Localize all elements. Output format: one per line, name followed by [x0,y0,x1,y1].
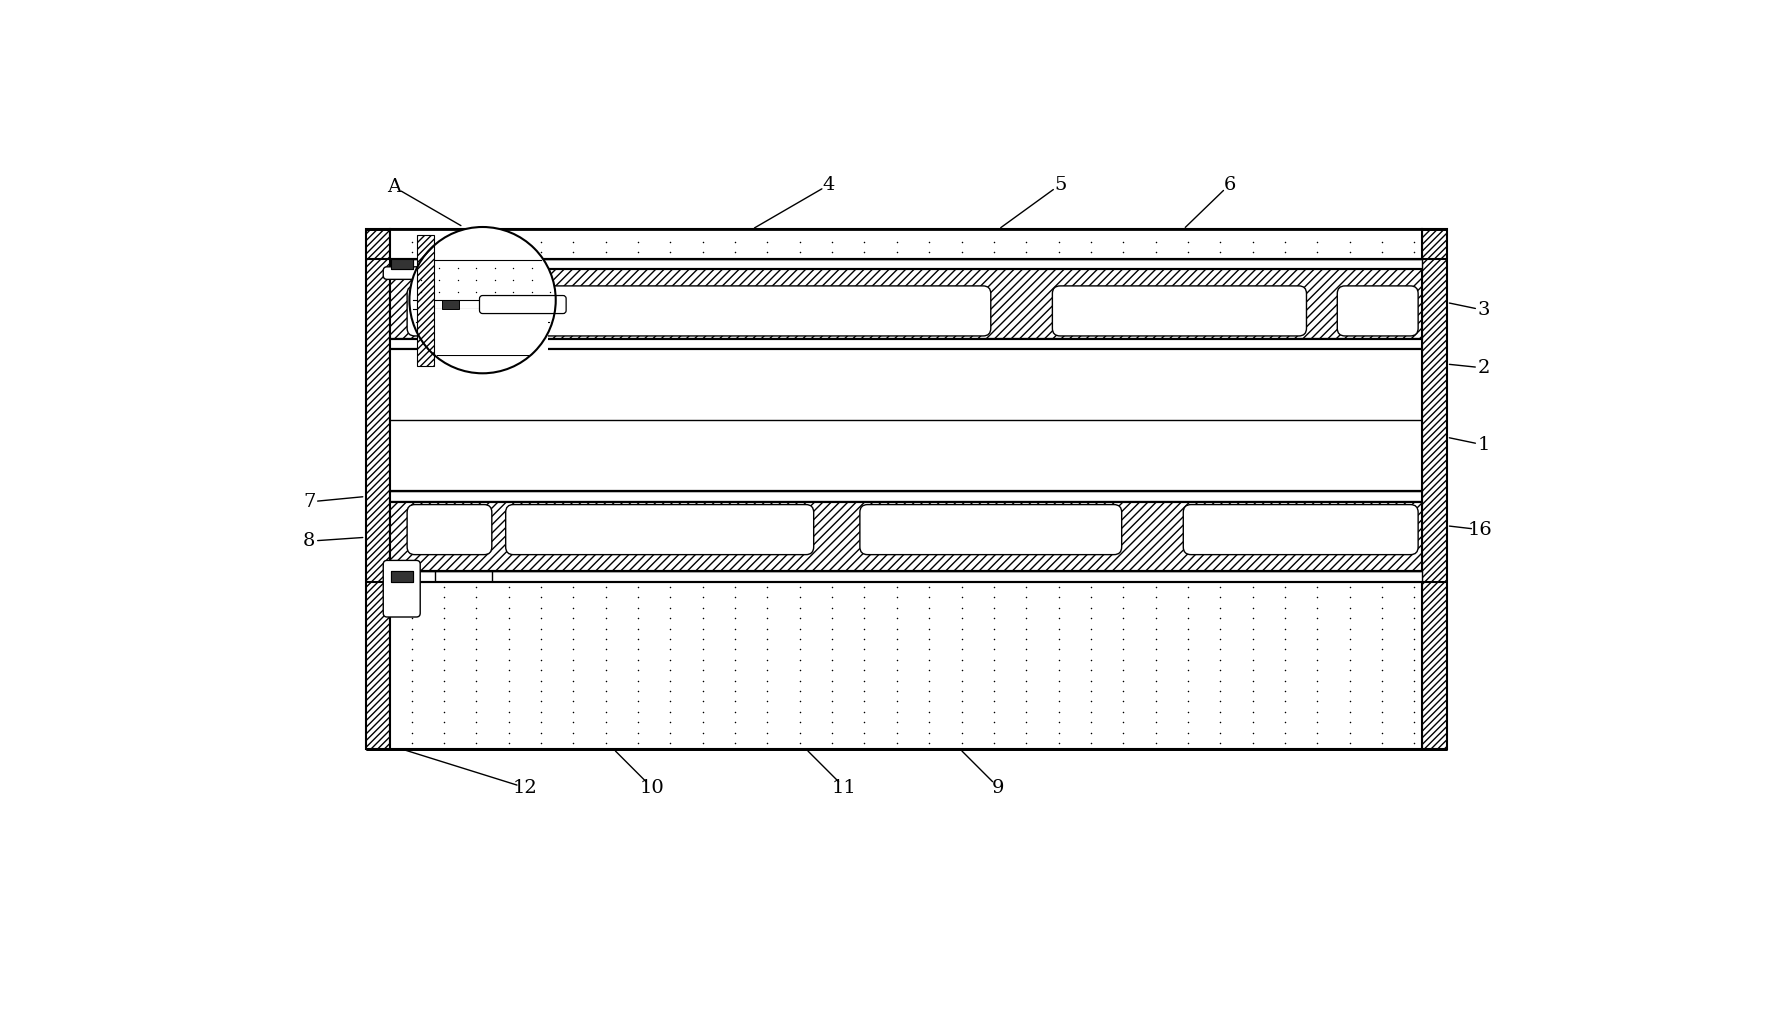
FancyBboxPatch shape [505,504,814,554]
Text: 12: 12 [513,779,538,797]
Bar [391,350,1423,420]
Bar [391,420,1423,491]
Bar [391,572,412,582]
Bar [391,572,412,582]
Text: 9: 9 [993,779,1005,797]
Bar [391,491,1423,502]
Bar [391,259,412,269]
FancyBboxPatch shape [383,560,419,618]
Bar [391,259,412,269]
Bar [391,259,1423,269]
FancyBboxPatch shape [505,286,991,336]
FancyBboxPatch shape [407,504,491,554]
Bar [391,502,1423,572]
Text: 5: 5 [1054,175,1066,194]
Bar [1423,229,1446,749]
FancyBboxPatch shape [860,504,1122,554]
Text: 7: 7 [303,493,315,511]
Text: 8: 8 [303,532,315,550]
Text: 4: 4 [823,175,835,194]
FancyBboxPatch shape [1183,504,1417,554]
Bar [418,309,548,322]
Text: 11: 11 [831,779,857,797]
Bar [391,582,1423,749]
FancyBboxPatch shape [407,286,491,336]
FancyBboxPatch shape [1052,286,1306,336]
Bar [391,229,1423,259]
Bar [418,234,434,366]
Text: 16: 16 [1468,521,1493,539]
Text: A: A [387,178,401,196]
FancyBboxPatch shape [383,267,419,279]
Text: 3: 3 [1477,302,1489,319]
FancyBboxPatch shape [1337,286,1417,336]
Bar [443,301,459,309]
Bar [391,338,1423,350]
Bar [391,350,1423,491]
Text: 10: 10 [640,779,665,797]
Bar [418,338,548,355]
Text: 1: 1 [1477,436,1489,453]
Bar [391,572,1423,582]
Circle shape [409,227,556,373]
Bar [418,322,548,338]
FancyBboxPatch shape [480,296,566,314]
Text: 6: 6 [1224,175,1236,194]
Text: 2: 2 [1477,359,1489,377]
Bar [366,229,391,749]
Bar [391,269,1423,338]
